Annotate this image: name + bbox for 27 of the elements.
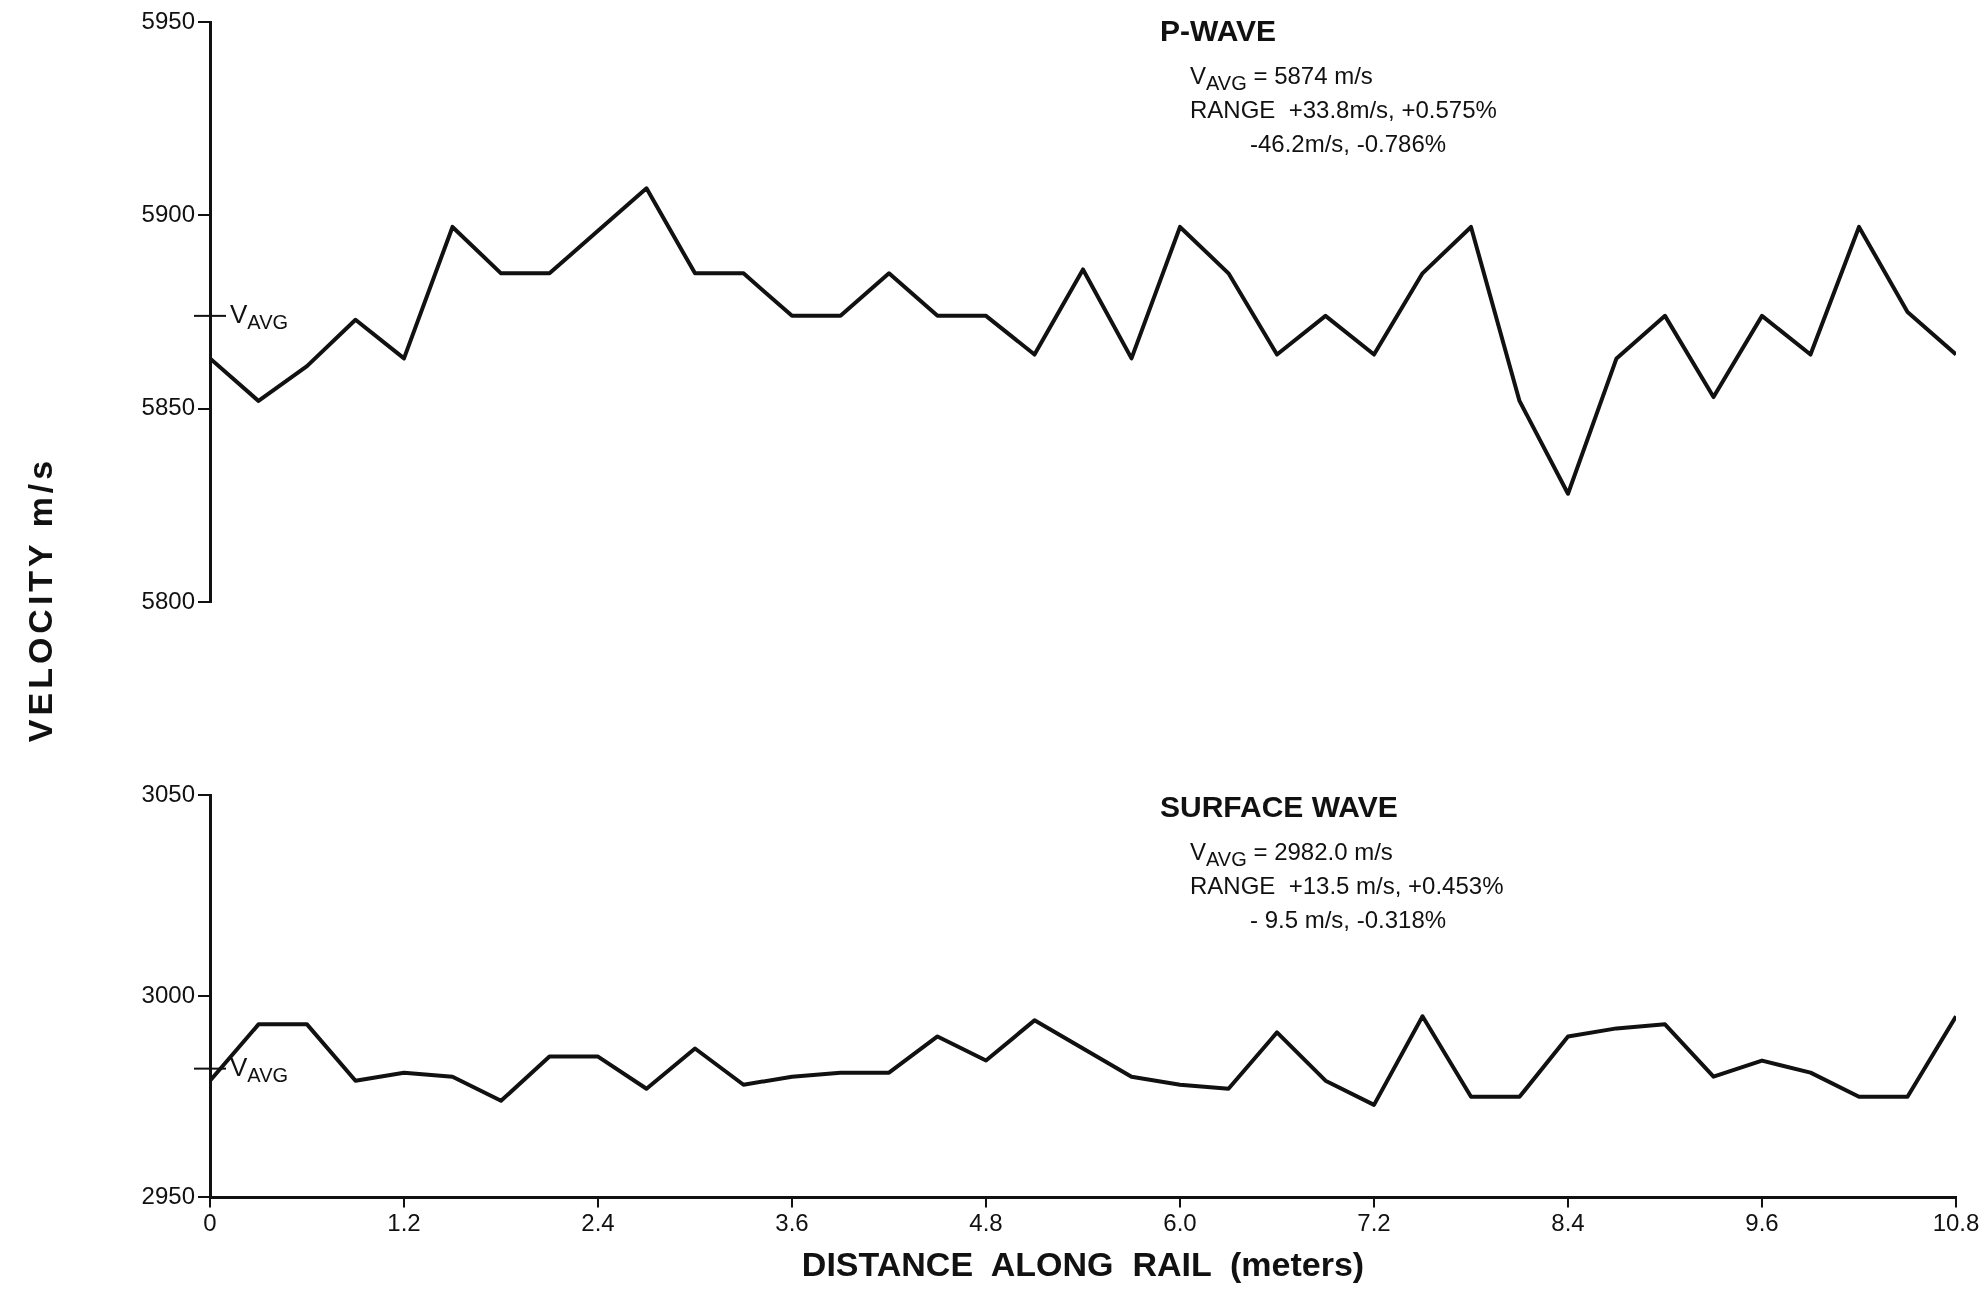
annotation: RANGE +33.8m/s, +0.575% bbox=[1190, 95, 1497, 125]
y-tick-label: 2950 bbox=[141, 1182, 195, 1210]
y-tick-label: 5900 bbox=[141, 199, 195, 227]
annotation: RANGE +13.5 m/s, +0.453% bbox=[1190, 871, 1504, 901]
x-tick-label: 2.4 bbox=[581, 1209, 615, 1237]
annotation: -46.2m/s, -0.786% bbox=[1250, 129, 1447, 159]
annotation: V$_{AVG}$ = 2982.0 m/s bbox=[1190, 838, 1393, 870]
x-tick-label: 8.4 bbox=[1551, 1209, 1585, 1237]
y-tick-label: 5850 bbox=[141, 393, 195, 421]
chart-title: P-WAVE bbox=[1160, 14, 1277, 48]
x-tick-label: 4.8 bbox=[969, 1209, 1003, 1237]
x-tick-label: 7.2 bbox=[1357, 1209, 1391, 1237]
annotation: - 9.5 m/s, -0.318% bbox=[1250, 905, 1447, 935]
x-tick-label: 10.8 bbox=[1932, 1209, 1980, 1237]
y-tick-label: 3000 bbox=[141, 980, 195, 1008]
y-tick-label: 3050 bbox=[141, 779, 195, 807]
y-tick-label: 5950 bbox=[141, 6, 195, 34]
annotation: V$_{AVG}$ = 5874 m/s bbox=[1190, 62, 1373, 94]
x-tick-label: 3.6 bbox=[775, 1209, 809, 1237]
chart-title: SURFACE WAVE bbox=[1160, 790, 1398, 824]
x-tick-label: 6.0 bbox=[1163, 1209, 1197, 1237]
x-tick-label: 9.6 bbox=[1745, 1209, 1779, 1237]
y-axis-title: VELOCITY m/s bbox=[20, 456, 60, 743]
y-tick-label: 5800 bbox=[141, 586, 195, 614]
x-axis-title: DISTANCE ALONG RAIL (meters) bbox=[801, 1244, 1365, 1283]
x-tick-label: 1.2 bbox=[387, 1209, 421, 1237]
x-tick-label: 0 bbox=[203, 1209, 217, 1237]
